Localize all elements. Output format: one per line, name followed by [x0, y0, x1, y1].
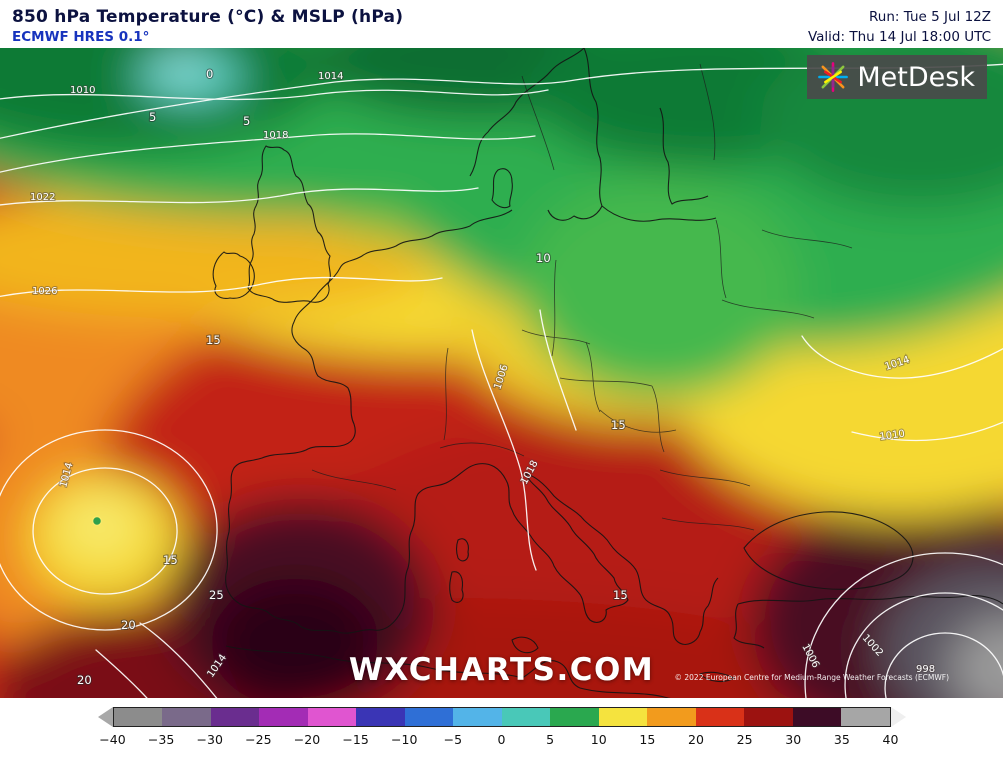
colorbar-tick: 20 [688, 732, 704, 747]
colorbar-segment [210, 708, 259, 726]
temperature-label: 25 [209, 588, 224, 602]
page-title: 850 hPa Temperature (°C) & MSLP (hPa) [12, 7, 404, 27]
colorbar-tick: 25 [736, 732, 753, 747]
map-area: 1010 1014 1018 1022 1026 1014 1006 1018 1014 1010… [0, 48, 1003, 698]
temperature-label: 20 [77, 673, 92, 687]
temperature-label: 5 [243, 114, 250, 128]
cool-spot-marker [91, 515, 103, 527]
colorbar-tick: 15 [639, 732, 656, 747]
colorbar-tick: −40 [99, 732, 126, 747]
run-info: Run: Tue 5 Jul 12Z Valid: Thu 14 Jul 18:… [808, 7, 991, 48]
pressure-label: 1010 [879, 429, 906, 443]
model-label: ECMWF HRES 0.1° [12, 29, 150, 45]
colorbar-tick: 0 [497, 732, 506, 747]
weather-map-svg: 1010101410181022102610141006101810141010… [0, 48, 1003, 698]
pressure-label: 1026 [32, 286, 57, 297]
pressure-label: 1014 [318, 71, 343, 82]
colorbar-tick: −35 [147, 732, 175, 747]
colorbar-arrow-right [890, 707, 906, 727]
pressure-label: 998 [916, 664, 935, 675]
temperature-label: 15 [163, 553, 178, 567]
run-label: Run: Tue 5 Jul 12Z [869, 9, 991, 25]
temperature-label: 15 [206, 333, 221, 347]
colorbar-segment [550, 708, 599, 726]
colorbar-segment [841, 708, 890, 726]
colorbar-segment [647, 708, 696, 726]
colorbar-segment [792, 708, 841, 726]
colorbar: −40 −35 −30 −25 −20 −15 −10 −5 0 5 10 15 20 25 30 35 40 [97, 707, 906, 749]
colorbar-segment [113, 708, 162, 726]
colorbar-tick: 30 [785, 732, 802, 747]
colorbar-segments [112, 707, 891, 727]
temperature-label: 15 [613, 588, 628, 602]
temperature-label: 10 [536, 251, 551, 265]
colorbar-segment [501, 708, 550, 726]
colorbar-tick: −15 [342, 732, 369, 747]
temperature-label: 15 [611, 418, 626, 432]
temperature-label: 5 [149, 110, 156, 124]
colorbar-segment [162, 708, 211, 726]
coastlines [212, 48, 1003, 698]
colorbar-segment [695, 708, 744, 726]
colorbar-segment [404, 708, 453, 726]
colorbar-tick: −5 [443, 732, 463, 747]
metdesk-logo: MetDesk [807, 55, 987, 99]
mslp-contours [0, 63, 1003, 698]
colorbar-tick: −25 [245, 732, 272, 747]
country-borders [311, 63, 853, 531]
colorbar-tick: 10 [590, 732, 607, 747]
colorbar-tick: −10 [391, 732, 418, 747]
watermark: WXCHARTS.COM [348, 652, 655, 688]
pressure-label: 1010 [70, 85, 95, 96]
colorbar-arrow-left [97, 707, 113, 727]
copyright: © 2022 European Centre for Medium-Range … [674, 673, 950, 682]
colorbar-tick: 5 [546, 732, 555, 747]
colorbar-segment [307, 708, 356, 726]
colorbar-bar [97, 707, 906, 727]
pressure-label: 1018 [263, 130, 288, 141]
colorbar-segment [356, 708, 405, 726]
header: 850 hPa Temperature (°C) & MSLP (hPa) EC… [0, 0, 1003, 48]
metdesk-logo-text: MetDesk [857, 61, 975, 93]
colorbar-tick: −30 [196, 732, 223, 747]
metdesk-star-icon [818, 62, 849, 92]
colorbar-segment [453, 708, 502, 726]
colorbar-ticks: −40 −35 −30 −25 −20 −15 −10 −5 0 5 10 15 20 25 30 35 40 [99, 732, 898, 749]
colorbar-segment [744, 708, 793, 726]
pressure-label: 1022 [30, 192, 55, 203]
colorbar-segment [259, 708, 308, 726]
colorbar-tick: 40 [882, 732, 899, 747]
temperature-label: 0 [206, 67, 213, 81]
colorbar-tick: −20 [293, 732, 321, 747]
temperature-label: 20 [121, 618, 136, 632]
colorbar-segment [598, 708, 647, 726]
valid-label: Valid: Thu 14 Jul 18:00 UTC [807, 29, 991, 46]
title-block: 850 hPa Temperature (°C) & MSLP (hPa) EC… [12, 7, 403, 45]
colorbar-tick: 35 [833, 732, 850, 747]
